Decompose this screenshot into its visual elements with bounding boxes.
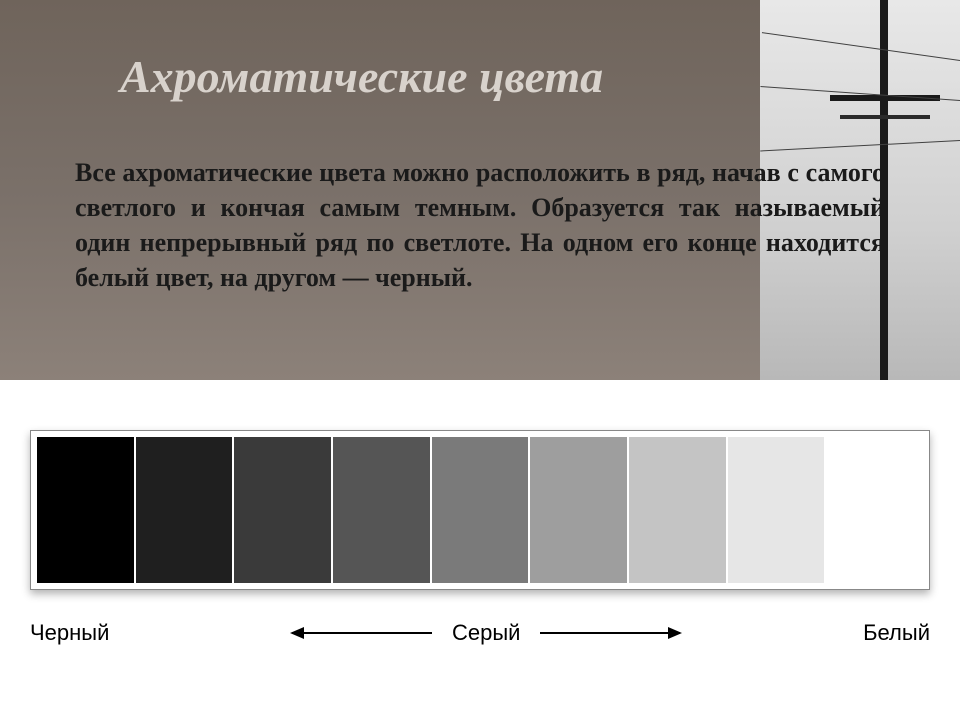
body-paragraph: Все ахроматические цвета можно расположи… (75, 155, 885, 295)
swatch-0 (37, 437, 134, 583)
labels-row: Черный Серый Белый (30, 620, 930, 646)
swatch-7 (728, 437, 825, 583)
label-white: Белый (863, 620, 930, 646)
swatch-2 (234, 437, 331, 583)
label-gray: Серый (452, 620, 520, 646)
swatch-4 (432, 437, 529, 583)
swatch-6 (629, 437, 726, 583)
label-black: Черный (30, 620, 109, 646)
header-background: Ахроматические цвета Все ахроматические … (0, 0, 960, 380)
arrow-group: Серый (292, 620, 680, 646)
grayscale-bar (30, 430, 930, 590)
page-title: Ахроматические цвета (120, 50, 603, 103)
arrow-left-icon (292, 632, 432, 634)
swatch-1 (136, 437, 233, 583)
swatch-8 (826, 437, 923, 583)
swatch-5 (530, 437, 627, 583)
pole-crossarm-2 (840, 115, 930, 119)
grayscale-bar-container (30, 430, 930, 590)
arrow-right-icon (540, 632, 680, 634)
swatch-3 (333, 437, 430, 583)
